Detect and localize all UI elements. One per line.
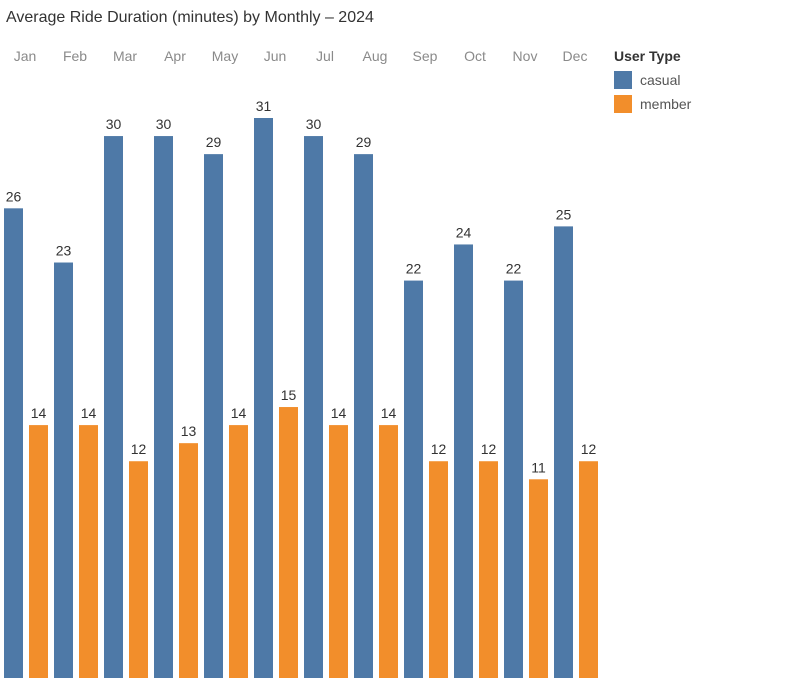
legend-item-casual[interactable]: casual xyxy=(614,68,691,92)
month-label-sep: Sep xyxy=(413,48,438,64)
value-label-member-feb: 14 xyxy=(81,405,97,421)
bar-casual-aug[interactable] xyxy=(354,154,373,678)
bar-member-dec[interactable] xyxy=(579,461,598,678)
value-label-casual-mar: 30 xyxy=(106,116,122,132)
value-label-member-aug: 14 xyxy=(381,405,397,421)
month-label-jun: Jun xyxy=(264,48,287,64)
legend-label-member: member xyxy=(640,96,692,112)
legend-title: User Type xyxy=(614,48,681,64)
bar-member-jun[interactable] xyxy=(279,407,298,678)
value-label-casual-jun: 31 xyxy=(256,98,272,114)
bar-member-mar[interactable] xyxy=(129,461,148,678)
legend-swatch-member xyxy=(614,95,632,113)
bar-casual-jan[interactable] xyxy=(4,208,23,678)
value-label-casual-feb: 23 xyxy=(56,243,72,259)
value-label-member-mar: 12 xyxy=(131,441,147,457)
value-label-member-sep: 12 xyxy=(431,441,447,457)
bar-casual-sep[interactable] xyxy=(404,280,423,678)
bar-member-may[interactable] xyxy=(229,425,248,678)
bar-casual-jun[interactable] xyxy=(254,118,273,678)
month-label-mar: Mar xyxy=(113,48,137,64)
bar-member-jul[interactable] xyxy=(329,425,348,678)
bar-member-apr[interactable] xyxy=(179,443,198,678)
month-label-jul: Jul xyxy=(316,48,334,64)
bar-member-feb[interactable] xyxy=(79,425,98,678)
value-label-member-apr: 13 xyxy=(181,423,197,439)
value-label-casual-apr: 30 xyxy=(156,116,172,132)
bar-casual-dec[interactable] xyxy=(554,226,573,678)
bar-casual-jul[interactable] xyxy=(304,136,323,678)
bar-casual-oct[interactable] xyxy=(454,244,473,678)
value-label-member-jan: 14 xyxy=(31,405,47,421)
value-label-member-oct: 12 xyxy=(481,441,497,457)
legend: User Type casual member xyxy=(614,48,691,116)
bar-member-sep[interactable] xyxy=(429,461,448,678)
bar-member-oct[interactable] xyxy=(479,461,498,678)
value-label-casual-nov: 22 xyxy=(506,261,522,277)
value-label-member-jun: 15 xyxy=(281,387,297,403)
bar-casual-apr[interactable] xyxy=(154,136,173,678)
value-label-member-dec: 12 xyxy=(581,441,597,457)
month-label-oct: Oct xyxy=(464,48,486,64)
value-label-member-jul: 14 xyxy=(331,405,347,421)
bar-casual-may[interactable] xyxy=(204,154,223,678)
bar-member-aug[interactable] xyxy=(379,425,398,678)
value-label-member-nov: 11 xyxy=(531,459,546,475)
value-label-casual-sep: 22 xyxy=(406,261,422,277)
bar-member-nov[interactable] xyxy=(529,479,548,678)
bar-member-jan[interactable] xyxy=(29,425,48,678)
bar-casual-mar[interactable] xyxy=(104,136,123,678)
month-label-feb: Feb xyxy=(63,48,87,64)
legend-label-casual: casual xyxy=(640,72,681,88)
legend-swatch-casual xyxy=(614,71,632,89)
month-label-may: May xyxy=(212,48,238,64)
value-label-casual-oct: 24 xyxy=(456,224,472,240)
month-label-jan: Jan xyxy=(14,48,37,64)
bar-casual-feb[interactable] xyxy=(54,262,73,678)
chart-title: Average Ride Duration (minutes) by Month… xyxy=(6,9,374,26)
month-label-apr: Apr xyxy=(164,48,186,64)
value-label-casual-dec: 25 xyxy=(556,206,572,222)
value-label-casual-aug: 29 xyxy=(356,134,372,150)
value-label-member-may: 14 xyxy=(231,405,247,421)
legend-item-member[interactable]: member xyxy=(614,92,691,116)
bar-casual-nov[interactable] xyxy=(504,280,523,678)
month-label-aug: Aug xyxy=(363,48,388,64)
month-label-dec: Dec xyxy=(563,48,588,64)
value-label-casual-may: 29 xyxy=(206,134,222,150)
value-label-casual-jul: 30 xyxy=(306,116,322,132)
value-label-casual-jan: 26 xyxy=(6,188,22,204)
month-label-nov: Nov xyxy=(513,48,538,64)
